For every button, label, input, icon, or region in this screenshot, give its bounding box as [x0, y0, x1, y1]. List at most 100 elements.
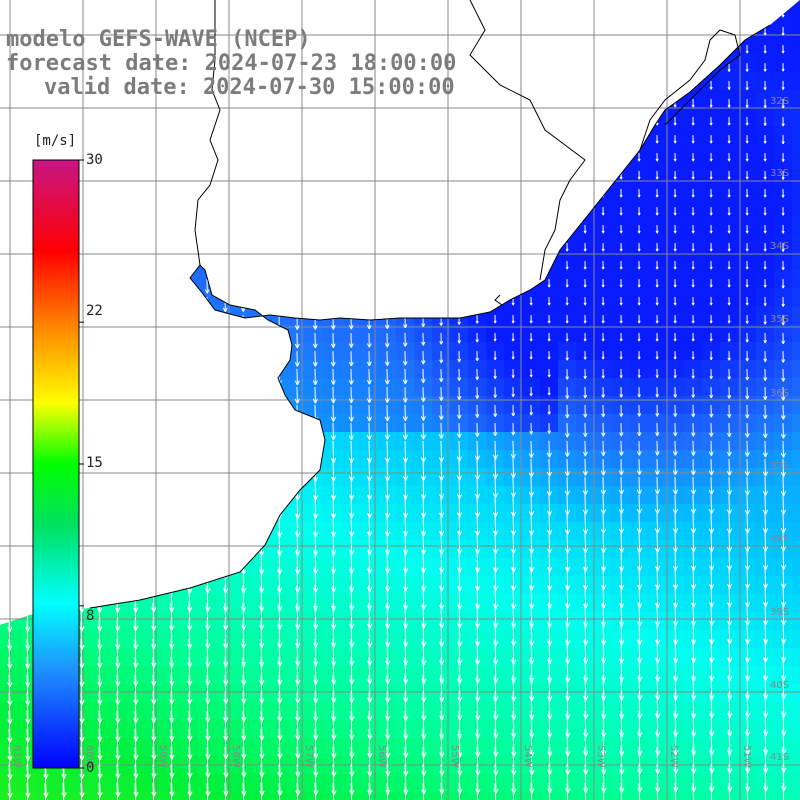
wind-arrow: [673, 62, 677, 72]
field-cell: [468, 108, 487, 127]
wind-arrow: [475, 350, 479, 362]
wind-arrow: [259, 134, 263, 146]
field-cell: [108, 144, 127, 163]
wind-arrow: [150, 422, 157, 442]
wind-arrow: [691, 62, 695, 72]
wind-arrow: [187, 566, 193, 594]
wind-arrow: [114, 278, 120, 295]
wind-arrow: [133, 134, 138, 147]
field-cell: [486, 234, 505, 253]
wind-arrow: [24, 350, 30, 370]
wind-arrow: [168, 242, 174, 258]
field-cell: [126, 144, 145, 163]
field-cell: [540, 126, 559, 145]
wind-arrow: [187, 206, 192, 220]
field-cell: [288, 414, 307, 433]
wind-arrow: [403, 98, 407, 108]
field-cell: [486, 36, 505, 55]
field-cell: [216, 360, 235, 379]
field-cell: [792, 486, 800, 505]
wind-arrow: [601, 116, 605, 126]
field-cell: [792, 324, 800, 343]
field-cell: [198, 216, 217, 235]
wind-arrow: [25, 512, 31, 540]
wind-arrow: [655, 332, 659, 342]
field-cell: [18, 108, 37, 127]
longitude-label: 53W: [595, 745, 606, 768]
wind-arrow: [24, 188, 30, 203]
wind-arrow: [745, 242, 749, 252]
wind-arrow: [384, 422, 390, 440]
field-cell: [288, 126, 307, 145]
field-cell: [108, 378, 127, 397]
field-cell: [90, 234, 109, 253]
field-cell: [702, 18, 721, 37]
wind-arrow: [493, 206, 497, 216]
wind-arrow: [457, 296, 461, 307]
wind-arrow: [133, 206, 138, 221]
wind-arrow: [25, 116, 30, 130]
wind-arrow: [259, 8, 263, 18]
field-cell: [144, 180, 163, 199]
field-cell: [144, 252, 163, 271]
wind-arrow: [151, 116, 156, 128]
field-cell: [540, 0, 559, 19]
wind-arrow: [79, 134, 84, 148]
wind-arrow: [205, 530, 211, 557]
field-cell: [72, 0, 91, 19]
wind-arrow: [727, 134, 731, 144]
field-cell: [594, 126, 613, 145]
field-cell: [216, 180, 235, 199]
field-cell: [216, 198, 235, 217]
wind-arrow: [204, 350, 210, 368]
field-cell: [792, 414, 800, 433]
wind-arrow: [114, 386, 120, 406]
wind-arrow: [763, 44, 767, 54]
wind-arrow: [150, 404, 156, 424]
wind-arrow: [367, 188, 372, 200]
latitude-label: 34S: [770, 241, 789, 252]
wind-arrow: [186, 494, 193, 520]
field-cell: [0, 108, 19, 127]
title-line-valid: valid date: 2024-07-30 15:00:00: [44, 75, 455, 100]
wind-arrow: [727, 8, 731, 18]
wind-arrow: [403, 188, 407, 200]
wind-arrow: [295, 188, 300, 201]
field-cell: [216, 270, 235, 289]
wind-arrow: [43, 116, 48, 129]
wind-arrow: [349, 260, 354, 274]
wind-arrow: [709, 296, 713, 306]
field-cell: [522, 72, 541, 91]
wind-arrow: [421, 350, 426, 365]
wind-arrow: [24, 224, 30, 240]
field-cell: [450, 126, 469, 145]
wind-arrow: [367, 8, 371, 18]
wind-arrow: [619, 26, 623, 36]
field-cell: [792, 72, 800, 91]
field-cell: [630, 54, 649, 73]
wind-arrow: [277, 8, 281, 18]
field-cell: [612, 54, 631, 73]
field-cell: [486, 144, 505, 163]
wind-arrow: [547, 386, 551, 396]
latitude-label: 32S: [770, 96, 789, 107]
wind-arrow: [114, 224, 120, 240]
wind-arrow: [169, 116, 173, 128]
field-cell: [342, 252, 361, 271]
wind-arrow: [187, 188, 192, 202]
field-cell: [576, 54, 595, 73]
field-cell: [270, 432, 289, 451]
field-cell: [486, 288, 505, 307]
field-cell: [288, 234, 307, 253]
wind-arrow: [240, 260, 246, 275]
wind-arrow: [709, 62, 713, 73]
field-cell: [126, 252, 145, 271]
wind-arrow: [403, 170, 407, 182]
wind-arrow: [240, 350, 246, 368]
wind-arrow: [457, 170, 461, 180]
field-cell: [612, 144, 631, 163]
field-cell: [270, 216, 289, 235]
field-cell: [324, 252, 343, 271]
wind-arrow: [25, 566, 31, 595]
field-cell: [792, 90, 800, 109]
